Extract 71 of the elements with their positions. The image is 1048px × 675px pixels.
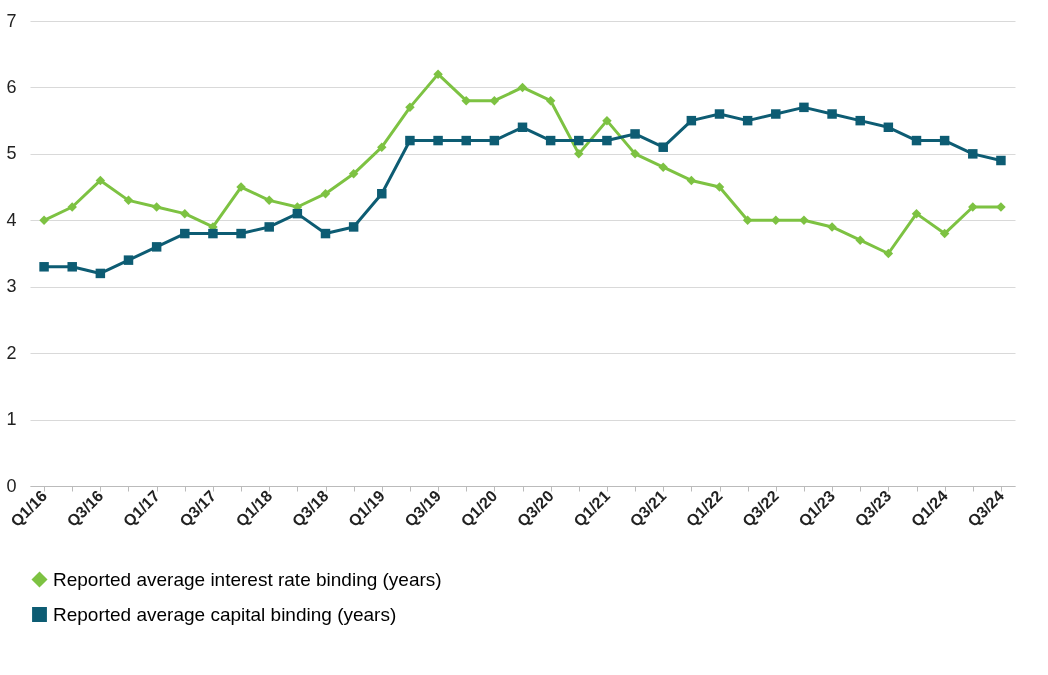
point (433, 135, 443, 146)
point (545, 95, 556, 106)
point (405, 135, 415, 146)
point (208, 228, 218, 239)
y-tick-label: 3 (6, 276, 17, 297)
y-tick-label: 2 (6, 342, 17, 363)
point (405, 102, 415, 113)
point (461, 135, 471, 146)
legend-label: Reported average capital binding (years) (53, 603, 397, 625)
point (883, 248, 894, 259)
point (602, 115, 612, 126)
legend-label: Reported average interest rate binding (years) (53, 568, 442, 590)
y-tick-label: 0 (6, 475, 17, 496)
point (348, 169, 359, 179)
point (320, 228, 331, 239)
point (939, 135, 950, 146)
point (517, 82, 528, 93)
point (658, 162, 668, 172)
point (686, 175, 697, 186)
point (574, 149, 584, 159)
point (771, 109, 781, 119)
point (799, 215, 809, 226)
point (714, 182, 725, 192)
point (377, 188, 387, 199)
point (39, 262, 49, 272)
point (883, 122, 894, 133)
point (123, 195, 134, 206)
point (377, 142, 387, 152)
point (264, 195, 274, 206)
point (911, 208, 922, 219)
point (714, 109, 725, 119)
point (95, 268, 106, 279)
point (742, 115, 753, 126)
point (39, 215, 49, 226)
point (236, 228, 246, 239)
y-tick-label: 1 (6, 409, 17, 430)
point (658, 142, 668, 152)
y-tick-label: 4 (6, 209, 17, 230)
point (320, 188, 331, 199)
point (771, 215, 781, 226)
point (686, 115, 697, 126)
point (996, 155, 1006, 166)
point (545, 135, 556, 146)
point (489, 95, 500, 106)
point (151, 242, 162, 252)
point (827, 109, 837, 119)
y-tick-label: 6 (6, 76, 17, 97)
point (489, 135, 500, 146)
point (67, 262, 77, 272)
point (517, 122, 528, 133)
point (855, 235, 865, 245)
point (151, 202, 162, 212)
point (461, 95, 471, 106)
point (855, 115, 865, 126)
point (939, 228, 950, 239)
point (574, 135, 584, 146)
y-tick-label: 7 (6, 10, 17, 31)
point (292, 208, 303, 219)
point (799, 102, 809, 113)
point (348, 222, 359, 232)
y-tick-label: 5 (6, 143, 17, 164)
point (123, 255, 134, 265)
point (264, 222, 274, 232)
point (630, 129, 640, 139)
point (95, 175, 106, 186)
point (968, 149, 978, 159)
point (742, 215, 753, 226)
point (180, 208, 190, 219)
point (602, 135, 612, 146)
point (911, 135, 922, 146)
point (180, 228, 190, 239)
